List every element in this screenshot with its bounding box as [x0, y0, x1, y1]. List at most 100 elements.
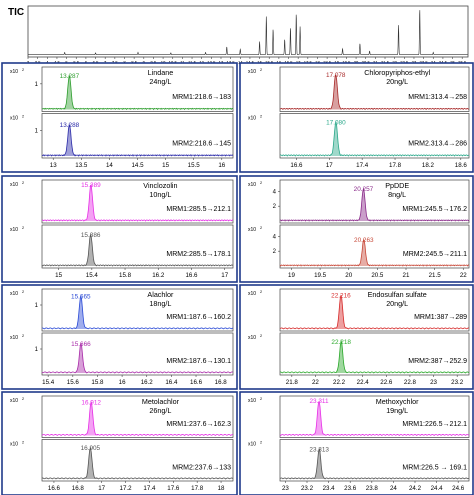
x-tick-label: 16.6	[190, 379, 203, 386]
peak-area	[84, 185, 98, 221]
y-tick-label: 1	[35, 128, 39, 134]
x-tick-label: 17.8	[389, 162, 402, 169]
x-tick-label: 23.8	[366, 485, 379, 492]
x-tick-label: 17	[98, 485, 105, 492]
y-tick-label: 2	[273, 204, 277, 210]
compound-concentration: 8ng/L	[388, 190, 406, 199]
tic-chart: TIC 33.544.555.566.577.588.599.51010.511…	[8, 5, 469, 65]
mrm-trace	[279, 295, 470, 330]
x-tick-label: 16.6	[290, 162, 303, 169]
x-tick-label: 18.2	[422, 162, 435, 169]
x-tick-label: 15	[55, 272, 62, 279]
x-tick-label: 20.5	[371, 272, 384, 279]
mrm-trace	[41, 446, 234, 480]
compound-name: Vinclozolin	[143, 181, 177, 190]
x-tick-label: 21.8	[286, 379, 299, 386]
x-tick-label: 22.2	[333, 379, 346, 386]
x-tick-label: 15.4	[42, 379, 55, 386]
trace-plot-frame	[41, 332, 234, 376]
mrm-transition-label: MRM2:187.6→130.1	[166, 358, 231, 365]
peak-rt-label: 20.257	[354, 186, 374, 193]
panel-frame	[239, 284, 474, 390]
x-tick-label: 15.5	[188, 162, 201, 169]
trace-plot-frame	[279, 332, 470, 376]
y-scale-exponent: 2	[260, 334, 262, 338]
peak-area	[356, 188, 371, 221]
panel-frame	[239, 62, 474, 173]
trace-plot-frame	[41, 66, 234, 112]
y-scale-label: x10	[248, 69, 256, 75]
mrm-trace	[279, 238, 470, 267]
mrm-transition-label: MRM2:285.5→178.1	[166, 251, 231, 258]
compound-concentration: 19ng/L	[386, 406, 408, 415]
panel-frame	[1, 62, 238, 173]
trace-plot-frame	[279, 113, 470, 159]
panel-frame	[1, 391, 238, 495]
x-tick-label: 23.6	[344, 485, 357, 492]
tic-label: TIC	[8, 7, 24, 18]
y-tick-label: 1	[35, 82, 39, 88]
mrm-trace	[41, 75, 234, 111]
y-scale-exponent: 2	[22, 290, 24, 294]
x-tick-label: 15	[162, 162, 169, 169]
x-tick-label: 15.8	[91, 379, 104, 386]
compound-name: Endosulfan sulfate	[368, 290, 427, 299]
peak-area	[356, 239, 371, 266]
tic-plot-frame	[27, 5, 469, 58]
x-tick-label: 17.6	[167, 485, 180, 492]
mrm-transition-label: MRM1:218.6→183	[172, 94, 231, 101]
compound-concentration: 10ng/L	[149, 190, 171, 199]
peak-rt-label: 13.287	[60, 73, 80, 80]
y-scale-label: x10	[10, 442, 18, 448]
trace-plot-frame	[41, 224, 234, 269]
peak-area	[84, 401, 99, 436]
compound-concentration: 24ng/L	[149, 77, 171, 86]
peak-area	[83, 234, 98, 266]
peak-rt-label: 15.386	[81, 232, 101, 239]
x-tick-label: 16.2	[141, 379, 154, 386]
y-scale-exponent: 2	[260, 226, 262, 230]
compound-name: Alachlor	[147, 290, 174, 299]
mrm-trace	[41, 401, 234, 437]
x-tick-label: 16	[218, 162, 225, 169]
peak-rt-label: 17.080	[326, 120, 346, 127]
peak-area	[312, 401, 326, 436]
mrm-transition-label: MRM1:313.4→258	[408, 94, 467, 101]
peak-area	[83, 448, 98, 479]
y-scale-exponent: 2	[22, 441, 24, 445]
mrm-transition-label: MRM1:237.6→162.3	[166, 421, 231, 428]
y-scale-label: x10	[248, 335, 256, 341]
tic-trace	[28, 10, 468, 56]
panel-frame	[1, 284, 238, 390]
x-tick-label: 22.6	[380, 379, 393, 386]
x-tick-label: 24.2	[409, 485, 422, 492]
x-tick-label: 16.2	[152, 272, 165, 279]
mrm-trace	[279, 121, 470, 157]
y-scale-exponent: 2	[22, 397, 24, 401]
peak-area	[62, 124, 77, 156]
x-tick-label: 20	[345, 272, 352, 279]
peak-rt-label: 15.665	[71, 294, 91, 301]
peak-rt-label: 15.389	[81, 182, 101, 189]
mrm-transition-label: MRM2:218.6→145	[172, 141, 231, 148]
compound-name: Methoxychlor	[376, 397, 419, 406]
mrm-transition-label: MRM1:187.6→160.2	[166, 314, 231, 321]
y-scale-exponent: 2	[260, 68, 262, 72]
x-tick-label: 22	[312, 379, 319, 386]
x-tick-label: 21.5	[429, 272, 442, 279]
x-tick-label: 17	[326, 162, 333, 169]
y-scale-exponent: 2	[260, 181, 262, 185]
mrm-transition-label: MRM2:245.5→211.1	[403, 251, 467, 258]
peak-rt-label: 22.218	[331, 339, 351, 346]
mrm-trace	[41, 343, 234, 374]
peak-area	[334, 340, 348, 373]
mrm-transition-label: MRM1:387→289	[414, 314, 467, 321]
x-tick-label: 17.4	[143, 485, 156, 492]
x-tick-label: 15.6	[67, 379, 80, 386]
x-tick-label: 23	[430, 379, 437, 386]
y-scale-exponent: 2	[22, 181, 24, 185]
x-tick-label: 16.8	[215, 379, 228, 386]
